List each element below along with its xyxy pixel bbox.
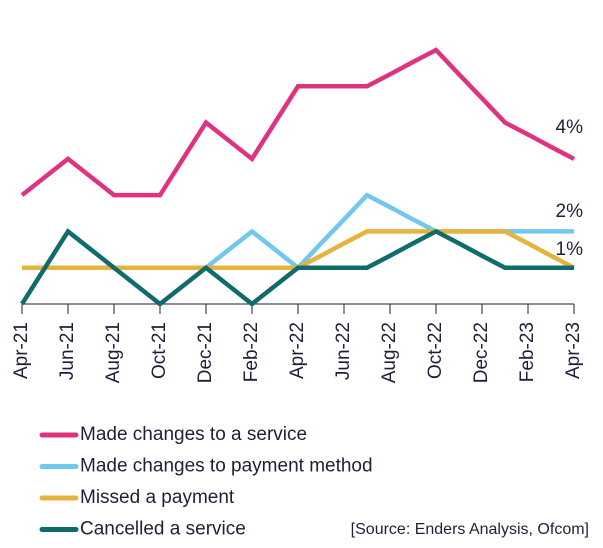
end-label: 4% — [556, 117, 584, 138]
x-tick-label: Oct-22 — [425, 322, 446, 379]
x-tick-label: Apr-21 — [11, 322, 32, 379]
legend-label: Made changes to a service — [80, 424, 307, 445]
x-tick-label: Aug-22 — [379, 322, 400, 383]
legend-label: Made changes to payment method — [80, 456, 373, 477]
x-tick-label: Jun-21 — [57, 322, 78, 380]
x-tick-label: Dec-22 — [471, 322, 492, 383]
x-tick-label: Feb-22 — [241, 322, 262, 382]
legend-label: Cancelled a service — [80, 519, 246, 540]
end-label: 1% — [556, 239, 584, 260]
source-note: [Source: Enders Analysis, Ofcom] — [351, 521, 589, 538]
x-tick-label: Aug-21 — [103, 322, 124, 383]
legend-label: Missed a payment — [80, 487, 235, 508]
series-line — [20, 228, 574, 307]
x-tick-label: Feb-23 — [517, 322, 538, 382]
x-tick-label: Jun-22 — [333, 322, 354, 380]
x-tick-label: Apr-23 — [563, 322, 584, 379]
end-label: 2% — [556, 201, 584, 222]
series-line — [20, 47, 576, 198]
x-tick-label: Oct-21 — [149, 322, 170, 379]
x-tick-label: Apr-22 — [287, 322, 308, 379]
x-tick-label: Dec-21 — [195, 322, 216, 383]
